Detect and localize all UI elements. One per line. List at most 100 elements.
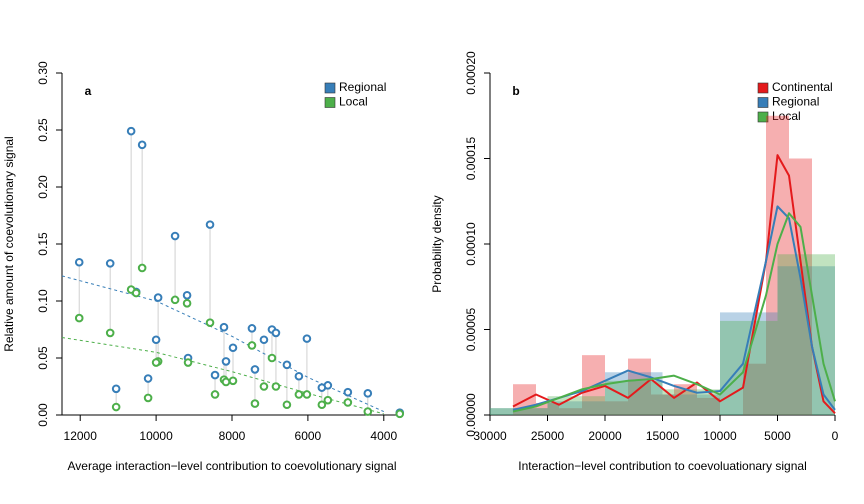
histogram-bar [490,408,548,415]
y-tick-label: 0.00015 [464,136,478,180]
x-tick-label: 8000 [219,429,246,443]
point [221,357,231,366]
histogram-bar [697,397,720,415]
point [343,398,353,407]
histogram-bar [490,408,548,415]
point [228,376,238,386]
point [259,382,269,391]
legend-swatch [757,82,769,94]
y-tick-label: 0.00010 [464,222,478,266]
point [126,126,136,136]
point [170,295,180,305]
histogram-bar [777,254,835,415]
point [74,313,84,323]
point [182,291,192,300]
point [250,399,260,408]
point [247,324,257,333]
histogram-bar [651,394,674,415]
y-tick-label: 0.20 [36,175,50,199]
fit-line [61,275,384,413]
point [302,334,312,343]
legend-label: Regional [772,95,819,109]
histogram-bar [743,363,766,415]
point [323,395,333,405]
point [131,288,141,298]
legend-label: Continental [772,80,833,94]
point [74,257,84,267]
legend-swatch [324,82,336,94]
x-tick-label: 20000 [588,429,622,443]
x-tick-label: 6000 [295,429,322,443]
x-axis-label: Average interaction−level contribution t… [68,459,397,473]
point [271,382,281,391]
histogram-bar [547,396,605,415]
panel-label: b [512,84,519,98]
legend-label: Regional [339,80,386,94]
x-tick-label: 10000 [703,429,737,443]
point [137,140,147,150]
legend-swatch [757,111,769,123]
histogram-bar [720,312,778,415]
point [105,259,115,268]
point [395,409,405,419]
point [247,341,257,350]
y-tick-label: 0.00000 [464,393,478,437]
point [228,343,238,353]
point [143,374,153,383]
x-tick-label: 5000 [764,429,791,443]
y-tick-label: 0.30 [36,61,50,85]
x-tick-label: 30000 [473,429,507,443]
x-tick-label: 15000 [646,429,680,443]
point [183,358,193,367]
histogram-bar [559,408,582,415]
point [151,335,161,345]
y-tick-label: 0.00005 [464,307,478,351]
point [105,328,115,338]
density-curve [512,205,836,411]
point [267,353,277,363]
histogram-bar [777,266,835,415]
x-tick-label: 10000 [139,429,173,443]
point [250,365,260,374]
point [111,384,121,394]
panel-label: a [85,84,92,98]
y-tick-label: 0.00020 [464,51,478,95]
point [143,393,153,403]
point [210,390,220,399]
histogram-bar [547,401,605,415]
legend-label: Local [339,95,368,109]
point [205,220,215,229]
point [205,318,215,327]
point [111,402,121,412]
point [363,389,373,398]
point [271,328,281,338]
histogram-bar [605,401,628,415]
y-tick-label: 0.00 [36,403,50,427]
density-curve [512,212,836,413]
y-tick-label: 0.15 [36,232,50,256]
y-axis-label: Probability density [430,195,444,292]
y-tick-label: 0.10 [36,289,50,313]
point [219,322,229,332]
point [317,383,327,392]
point [282,400,292,410]
x-tick-label: 25000 [531,429,565,443]
point [137,263,147,273]
point [317,400,327,410]
point [363,407,373,416]
point [282,360,292,370]
point [259,335,269,345]
y-axis-label: Relative amount of coevolutionary signal [2,136,16,351]
point [182,298,192,308]
histogram-bar [536,403,559,415]
y-tick-label: 0.05 [36,346,50,370]
point [153,293,163,302]
point [343,387,353,397]
y-tick-label: 0.25 [36,118,50,142]
point [170,231,180,241]
point [210,370,220,380]
histogram-bar [766,115,789,415]
legend-swatch [324,97,336,108]
x-tick-label: 0 [832,429,839,443]
